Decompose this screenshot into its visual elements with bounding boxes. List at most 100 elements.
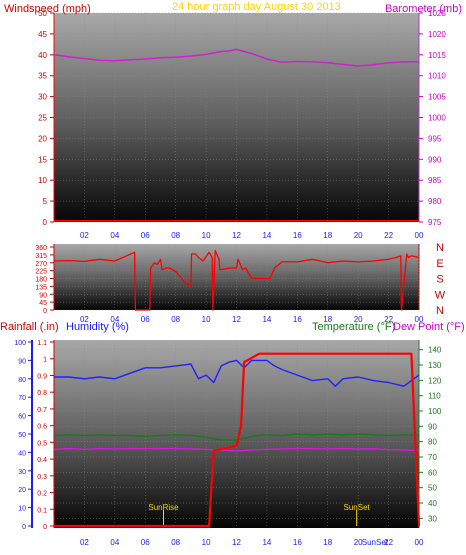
grid-2	[54, 246, 420, 311]
direction-tick-90: 90	[39, 292, 47, 299]
rain-tick-0.8: 0.8	[37, 390, 47, 397]
rain-tick-1: 1	[43, 357, 47, 364]
x-tick-label-2-20: 20	[354, 315, 363, 324]
barometer-tick-985: 985	[428, 176, 442, 185]
temperature-tick-100: 100	[428, 407, 442, 416]
humidity-tick-10: 10	[18, 506, 26, 513]
humidity-tick-100: 100	[14, 340, 26, 347]
humidity-ticks: 0 10 20 30 40 50 60 70 80 90 100	[14, 340, 32, 531]
x-tick-label-3-02: 02	[80, 538, 89, 547]
panel-rain-humidity-temperature: Rainfall (.in) Humidity (%) Temperature …	[0, 321, 465, 547]
temperature-tick-90: 90	[428, 422, 437, 431]
x-tick-label-2-02: 02	[80, 315, 89, 324]
x-tick-label-2-18: 18	[323, 315, 332, 324]
windspeed-axis-label: Windspeed (mph)	[4, 3, 91, 15]
x-tick-label-1-14: 14	[262, 231, 271, 240]
x-tick-label-1-12: 12	[232, 231, 241, 240]
temperature-tick-60: 60	[428, 468, 437, 477]
x-tick-label-2-04: 04	[110, 315, 119, 324]
windspeed-tick-45: 45	[38, 30, 47, 39]
x-tick-label-3-18: 18	[323, 538, 332, 547]
x-tick-label-3-00: 00	[415, 538, 424, 547]
series-2	[53, 249, 420, 311]
x-tick-label-1-08: 08	[171, 231, 180, 240]
x-tick-label-1-20: 20	[354, 231, 363, 240]
x-tick-label-1-04: 04	[110, 231, 119, 240]
windspeed-tick-15: 15	[38, 155, 47, 164]
direction-tick-270: 270	[35, 261, 47, 268]
x-tick-label-1-22: 22	[384, 231, 393, 240]
sun-label-0: SunRise	[148, 503, 179, 512]
temperature-tick-120: 120	[428, 376, 442, 385]
x-tick-label-3-12: 12	[232, 538, 241, 547]
windspeed-tick-30: 30	[38, 93, 47, 102]
panel-windspeed-barometer: Windspeed (mph) 24 hour graph day August…	[4, 1, 462, 240]
rain-tick-0: 0	[43, 524, 47, 531]
direction-tick-225: 225	[35, 269, 47, 276]
humidity-tick-70: 70	[18, 395, 26, 402]
rainfall-axis-label: Rainfall (.in)	[0, 321, 59, 333]
x-tick-label-1-16: 16	[293, 231, 302, 240]
dew-point-axis-label: Dew Point (°F)	[393, 321, 465, 333]
humidity-tick-80: 80	[18, 377, 26, 384]
windspeed-tick-10: 10	[38, 176, 47, 185]
compass-E-3: E	[436, 258, 443, 270]
x-tick-label-2-10: 10	[202, 315, 211, 324]
compass-W-1: W	[435, 289, 446, 301]
humidity-tick-0: 0	[22, 524, 26, 531]
x-tick-label-1-18: 18	[323, 231, 332, 240]
x-tick-label-1-00: 00	[415, 231, 424, 240]
sun-label-1: SunSet	[344, 503, 371, 512]
x-tick-label-3-08: 08	[171, 538, 180, 547]
graph-title: 24 hour graph day August 30 2013	[172, 1, 341, 13]
windspeed-tick-40: 40	[38, 51, 47, 60]
x-tick-label-1-02: 02	[80, 231, 89, 240]
direction-tick-315: 315	[35, 253, 47, 260]
barometer-tick-1015: 1015	[428, 51, 446, 60]
direction-tick-0: 0	[43, 308, 47, 315]
temperature-tick-140: 140	[428, 346, 442, 355]
barometer-tick-1020: 1020	[428, 30, 446, 39]
x-tick-label-2-14: 14	[262, 315, 271, 324]
temperature-tick-80: 80	[428, 438, 437, 447]
compass-N-0: N	[436, 305, 444, 317]
humidity-tick-90: 90	[18, 358, 26, 365]
windspeed-tick-35: 35	[38, 72, 47, 81]
temperature-tick-50: 50	[428, 484, 437, 493]
windspeed-tick-5: 5	[43, 197, 48, 206]
temperature-ticks: 30 40 50 60 70 80 90 100 110 120 130 140	[419, 346, 442, 523]
x-ticks-2: 02 04 06 08 10 12 14 16 18 20 22 00	[80, 315, 424, 324]
rain-ticks: 0 0.1 0.2 0.3 0.4 0.5 0.6 0.7 0.8 0.9 1 1.1	[37, 340, 54, 531]
direction-tick-45: 45	[39, 300, 47, 307]
humidity-axis-label: Humidity (%)	[66, 321, 129, 333]
compass-N-4: N	[436, 242, 444, 254]
x-ticks-1: 02 04 06 08 10 12 14 16 18 20 22 00	[80, 231, 424, 240]
barometer-tick-1010: 1010	[428, 72, 446, 81]
direction-tick-180: 180	[35, 277, 47, 284]
series-1	[53, 48, 419, 222]
x-tick-label-2-22: 22	[384, 315, 393, 324]
windspeed-ticks: 0 5 10 15 20 25 30 35 40 45 50	[38, 9, 54, 227]
barometer-tick-1005: 1005	[428, 93, 446, 102]
sun-label-2: SunSet	[362, 538, 389, 547]
barometer-axis-label: Barometer (mb)	[385, 3, 462, 15]
humidity-tick-20: 20	[18, 487, 26, 494]
grid-1	[54, 12, 420, 223]
x-tick-label-2-00: 00	[415, 315, 424, 324]
rain-tick-0.4: 0.4	[37, 457, 47, 464]
windspeed-tick-25: 25	[38, 114, 47, 123]
x-ticks-3: 02 04 06 08 10 12 14 16 18 20 22 00	[80, 538, 424, 547]
rain-tick-0.7: 0.7	[37, 407, 47, 414]
windspeed-tick-0: 0	[43, 218, 48, 227]
barometer-ticks: 975 980 985 990 995 1000 1005 1010 1015 1020 1025	[419, 9, 446, 227]
x-tick-label-3-06: 06	[141, 538, 150, 547]
barometer-tick-1000: 1000	[428, 114, 446, 123]
sun-annotations: SunRise SunSet SunSet	[148, 503, 388, 547]
humidity-line	[54, 359, 420, 387]
x-tick-label-3-16: 16	[293, 538, 302, 547]
x-tick-label-1-10: 10	[202, 231, 211, 240]
